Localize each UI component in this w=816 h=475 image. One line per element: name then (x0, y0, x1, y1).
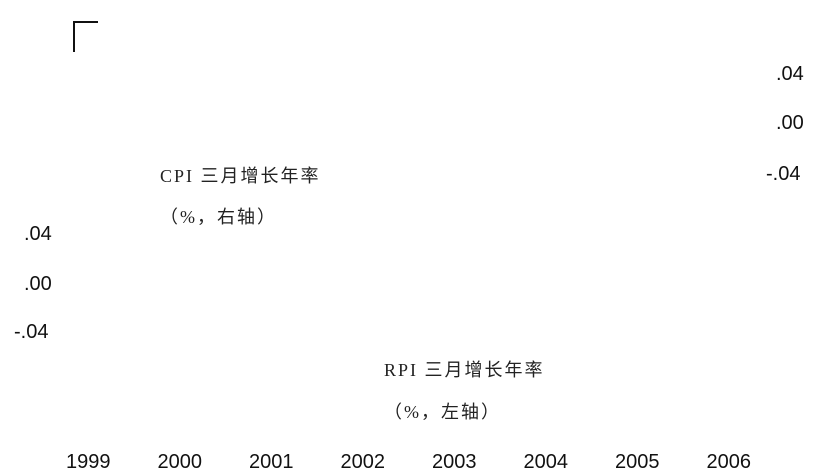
cpi-annotation-line2: （%，右轴） (160, 207, 277, 227)
left-axis-tick: -.04 (14, 321, 48, 343)
rpi-annotation-line2: （%，左轴） (384, 402, 501, 422)
right-axis-tick: -.04 (766, 163, 800, 185)
right-axis-tick: .00 (776, 112, 804, 134)
left-axis-tick: .00 (24, 273, 52, 295)
x-axis-tick: 2006 (707, 451, 752, 473)
x-axis-tick: 2005 (615, 451, 660, 473)
cpi-annotation-line1: CPI 三月增长年率 (160, 166, 321, 186)
right-axis-tick: .04 (776, 63, 804, 85)
rpi-annotation-line1: RPI 三月增长年率 (384, 360, 545, 380)
corner-bracket-mark (73, 21, 98, 52)
left-axis-tick: .04 (24, 223, 52, 245)
x-axis-ticks: 1999 2000 2001 2002 2003 2004 2005 2006 (66, 451, 751, 473)
x-axis-tick: 1999 (66, 451, 111, 473)
x-axis-tick: 2002 (341, 451, 386, 473)
x-axis-tick: 2001 (249, 451, 294, 473)
x-axis-tick: 2000 (158, 451, 203, 473)
x-axis-tick: 2004 (524, 451, 569, 473)
x-axis-tick: 2003 (432, 451, 477, 473)
